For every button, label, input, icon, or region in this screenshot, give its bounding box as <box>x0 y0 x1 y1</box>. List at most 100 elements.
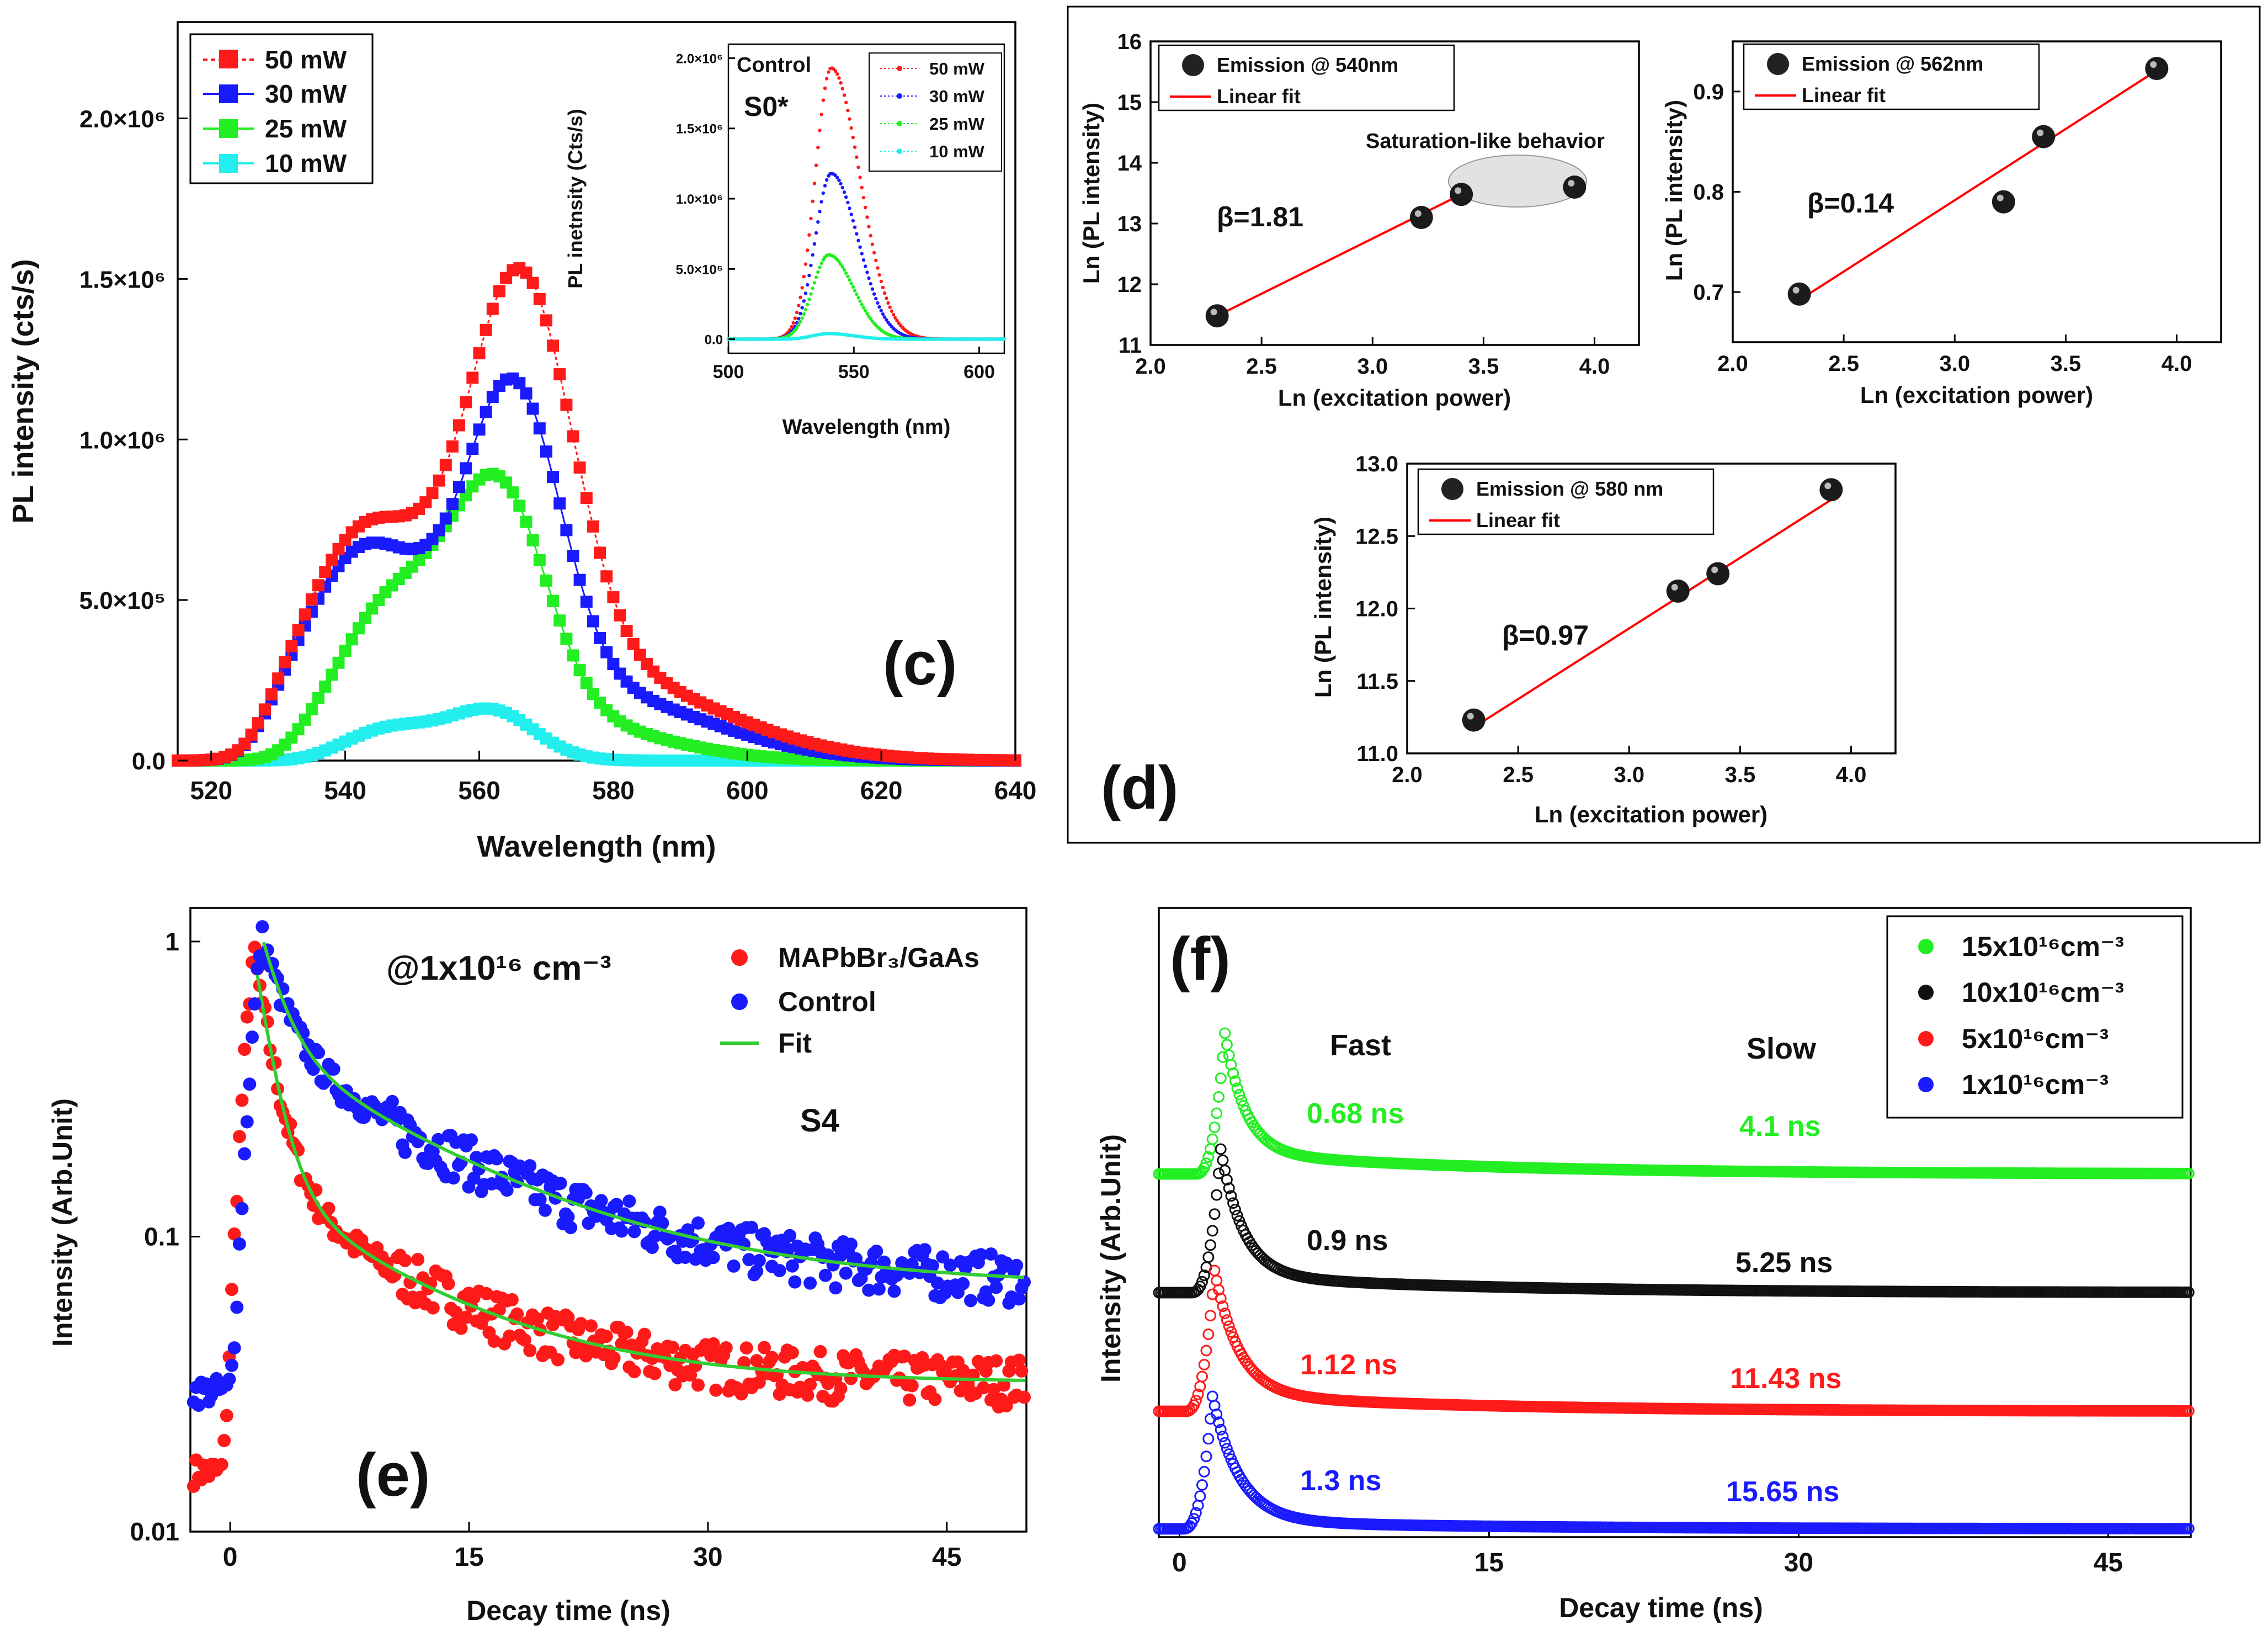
panel-d3-ylabel: Ln (PL intensity) <box>1310 517 1336 698</box>
inset-data-point-50mw <box>844 100 848 104</box>
data-point-25mw <box>299 713 311 726</box>
data-point-mapbbr3 <box>510 1307 524 1321</box>
data-point-50mw <box>292 624 305 636</box>
data-point-50mw <box>332 543 345 555</box>
data-point-control <box>750 1264 764 1278</box>
inset-label-sample: S0* <box>744 91 789 122</box>
panel-d3-legend-box <box>1417 468 1715 535</box>
inset-data-point-50mw <box>825 77 829 81</box>
panel-e-legend: MAPbBr₃/GaAs Control Fit <box>720 942 979 1059</box>
legend-label-control: Control <box>778 986 876 1017</box>
inset-data-point-50mw <box>877 273 881 277</box>
data-point-control <box>398 1145 412 1159</box>
d2-x-tick-label: 2.5 <box>1828 352 1859 376</box>
data-point-5e16 <box>1215 1292 1227 1304</box>
data-point-mapbbr3 <box>523 1343 537 1357</box>
data-point-mapbbr3 <box>997 1378 1010 1392</box>
d2-data-point-highlight <box>2150 61 2157 68</box>
panel-d2: 2.0 2.5 3.0 3.5 4.0 0.7 0.8 0.9 Emission @ 562n… <box>1661 40 2222 408</box>
inset-data-point-30mw <box>846 200 850 205</box>
inset-data-point-50mw <box>864 205 867 210</box>
panel-f-frame <box>1158 907 2192 1538</box>
data-point-50mw <box>567 430 579 443</box>
data-point-10e16 <box>2182 1286 2195 1298</box>
data-point-30mw <box>600 646 613 658</box>
data-point-50mw <box>493 285 505 297</box>
data-point-30mw <box>567 550 579 562</box>
fit-line-mapbbr3 <box>255 974 1026 1382</box>
data-point-25mw <box>359 612 371 624</box>
panel-d2-legend-marker <box>1767 53 1789 75</box>
data-point-25mw <box>292 723 305 736</box>
inset-label-control: Control <box>737 54 811 77</box>
panel-d2-marks <box>1787 57 2169 306</box>
data-point-25mw <box>312 692 324 704</box>
data-point-25mw <box>580 677 593 689</box>
inset-data-point-50mw <box>874 258 878 263</box>
data-point-50mw <box>620 625 633 637</box>
data-point-mapbbr3 <box>648 1367 662 1380</box>
d2-data-point <box>1992 190 2015 214</box>
data-point-50mw <box>520 266 533 279</box>
data-point-mapbbr3 <box>765 1351 779 1364</box>
d3-data-point-highlight <box>1824 482 1832 490</box>
f-x-tick-label: 15 <box>1474 1548 1504 1577</box>
data-point-control <box>627 1225 641 1239</box>
panel-c-ticks: 520 540 560 580 600 620 640 0.0 5.0×10⁵ 1.0×10⁶ 1.… <box>79 106 1037 805</box>
data-point-control <box>255 920 269 934</box>
inset-x-tick-label: 550 <box>838 362 870 382</box>
d2-data-point-highlight <box>2037 129 2044 136</box>
x-tick-label: 600 <box>726 776 769 805</box>
data-point-15e16 <box>1215 1072 1227 1085</box>
inset-data-point-50mw <box>807 233 811 237</box>
inset-data-point-30mw <box>861 258 866 262</box>
data-point-control <box>839 1266 853 1280</box>
panel-d1-legend-points: Emission @ 540nm <box>1217 54 1398 76</box>
inset-data-point-25mw <box>812 281 817 285</box>
panel-e-frame <box>189 907 1027 1533</box>
panel-d3-legend-fit: Linear fit <box>1476 509 1560 532</box>
d1-data-point <box>1205 304 1229 328</box>
data-point-10e16 <box>1213 1167 1224 1179</box>
d2-data-point <box>1787 282 1811 306</box>
inset-data-point-25mw <box>797 323 801 327</box>
legend-label-10mw: 10 mW <box>265 149 347 178</box>
data-point-5e16 <box>2182 1405 2195 1417</box>
data-point-mapbbr3 <box>903 1393 917 1407</box>
panel-f: 0 15 30 45 15x10¹⁶cm⁻³ 10x10¹⁶cm⁻³ 5x10¹⁶cm… <box>1095 907 2195 1623</box>
inset-x-tick-label: 500 <box>713 362 744 382</box>
inset-data-point-50mw <box>879 279 883 284</box>
data-point-control <box>648 1230 662 1243</box>
data-point-10e16 <box>1217 1154 1229 1166</box>
inset-data-point-50mw <box>821 98 826 102</box>
inset-data-point-50mw <box>798 295 802 299</box>
data-point-25mw <box>533 554 546 566</box>
data-point-control <box>925 1259 939 1273</box>
panel-e-xlabel: Decay time (ns) <box>466 1595 670 1626</box>
panel-c-ylabel: PL intensity (cts/s) <box>7 259 40 523</box>
panel-d1-legend-marker <box>1182 54 1204 76</box>
d2-x-tick-label: 2.0 <box>1717 352 1748 376</box>
x-tick-label: 620 <box>860 776 903 805</box>
inset-data-point-50mw <box>885 296 888 300</box>
data-point-30mw <box>480 406 492 418</box>
d1-y-tick-label: 15 <box>1117 91 1142 115</box>
data-point-30mw <box>540 445 552 458</box>
data-point-mapbbr3 <box>1012 1353 1026 1367</box>
data-point-30mw <box>526 402 539 415</box>
data-point-15e16 <box>1202 1151 1215 1163</box>
inset-data-point-50mw <box>869 233 872 238</box>
inset-legend-label-50mw: 50 mW <box>929 59 985 78</box>
data-point-25mw <box>567 649 579 662</box>
data-point-mapbbr3 <box>752 1375 766 1389</box>
panel-d1-note: Saturation-like behavior <box>1366 130 1605 153</box>
data-point-mapbbr3 <box>487 1335 501 1348</box>
data-point-25mw <box>560 633 573 645</box>
data-point-mapbbr3 <box>505 1293 519 1306</box>
data-point-50mw <box>258 703 271 716</box>
data-point-10e16 <box>1211 1189 1223 1201</box>
data-point-mapbbr3 <box>492 1303 506 1317</box>
data-point-5e16 <box>1208 1264 1221 1277</box>
inset-data-point-30mw <box>802 299 806 303</box>
